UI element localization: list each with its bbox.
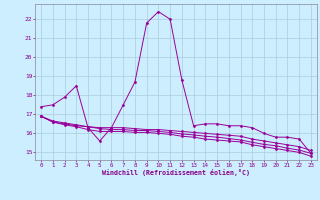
X-axis label: Windchill (Refroidissement éolien,°C): Windchill (Refroidissement éolien,°C) xyxy=(102,169,250,176)
